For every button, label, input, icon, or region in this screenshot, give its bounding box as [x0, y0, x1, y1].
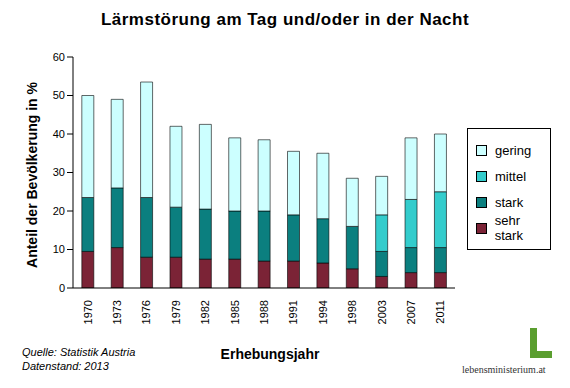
svg-text:1991: 1991: [287, 300, 299, 324]
svg-text:60: 60: [53, 51, 65, 63]
html-text:Datenstand: 2013: Datenstand: 2013: [22, 360, 109, 372]
html-text:gering: gering: [495, 142, 532, 158]
svg-text:1970: 1970: [82, 300, 94, 324]
html-text:Anteil der Bevölkerung in %: Anteil der Bevölkerung in %: [24, 82, 40, 268]
html-text:Erhebungsjahr: Erhebungsjahr: [220, 346, 320, 362]
svg-text:1985: 1985: [229, 300, 241, 324]
html-text:sehr stark: sehr stark: [494, 213, 523, 243]
svg-text:2007: 2007: [405, 300, 417, 324]
svg-text:1973: 1973: [111, 300, 123, 324]
svg-text:2003: 2003: [376, 300, 388, 324]
svg-text:30: 30: [53, 166, 65, 178]
html-text:mittel: mittel: [495, 168, 527, 184]
svg-text:10: 10: [53, 243, 65, 255]
svg-text:1982: 1982: [199, 300, 211, 324]
svg-text:1998: 1998: [346, 300, 358, 324]
html-text:lebensministerium.at: lebensministerium.at: [462, 364, 546, 375]
html-text:Quelle: Statistik Austria: Quelle: Statistik Austria: [22, 346, 136, 358]
svg-text:1976: 1976: [140, 300, 152, 324]
svg-text:2011: 2011: [434, 300, 446, 324]
svg-text:1988: 1988: [258, 300, 270, 324]
svg-text:40: 40: [53, 128, 65, 140]
html-text:stark: stark: [495, 194, 524, 210]
html-text:Lärmstörung am Tag und/oder in: Lärmstörung am Tag und/oder in der Nacht: [100, 10, 470, 29]
svg-text:50: 50: [53, 89, 65, 101]
svg-text:1994: 1994: [317, 300, 329, 324]
svg-text:20: 20: [53, 205, 65, 217]
svg-text:1979: 1979: [170, 300, 182, 324]
svg-text:0: 0: [59, 282, 65, 294]
